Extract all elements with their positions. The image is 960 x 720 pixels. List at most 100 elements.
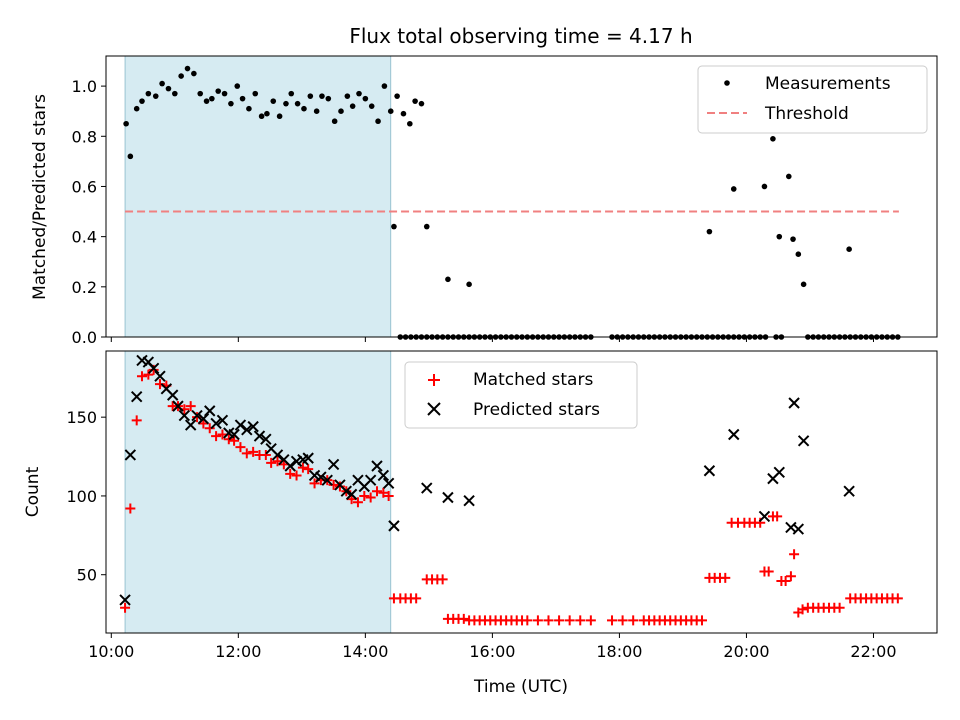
predicted-stars-point [792, 523, 805, 535]
predicted-stars-point [253, 430, 266, 442]
measurements-point [407, 120, 413, 127]
matched-stars-point [628, 615, 639, 626]
measurements-point [795, 251, 802, 258]
matched-stars-point [303, 464, 314, 475]
measurements-point [203, 98, 210, 104]
measurements-point [400, 110, 407, 117]
predicted-stars-point [147, 362, 160, 375]
predicted-stars-point [210, 417, 222, 430]
measurements-point [730, 186, 737, 192]
bottom-panel: 50 100 150 10:00 12:00 14:00 16:00 18:00 20:00 2… [23, 350, 938, 697]
measurements-point [228, 100, 234, 107]
matched-stars-point [892, 593, 903, 604]
matched-stars-point [125, 503, 136, 514]
measurements-point [368, 103, 375, 109]
measurements-point [239, 95, 246, 102]
matched-stars-point [272, 456, 283, 467]
matched-stars-point [328, 479, 339, 490]
predicted-stars-point [340, 485, 353, 497]
measurements-point [178, 73, 184, 79]
x-tick-label: 16:00 [469, 642, 515, 661]
y-tick-label: 0.4 [72, 228, 97, 247]
matched-stars-point [260, 449, 271, 460]
bottom-x-ticks: 10:00 12:00 14:00 16:00 18:00 20:00 22:00 [88, 633, 897, 661]
matched-stars-point [248, 446, 259, 457]
predicted-stars-point [773, 466, 785, 479]
predicted-stars-point [797, 435, 810, 447]
matched-stars-point [834, 602, 845, 613]
predicted-stars-point [364, 474, 377, 486]
bottom-y-ticks: 50 100 150 [66, 408, 106, 585]
predicted-stars-point [758, 510, 771, 523]
matched-stars-point [136, 371, 147, 382]
top-x-ticks [110, 337, 874, 342]
matched-stars-point [789, 549, 800, 560]
top-legend: Measurements Threshold [697, 65, 928, 134]
measurements-point [319, 93, 325, 99]
measurements-point [197, 90, 204, 97]
predicted-stars-point [315, 471, 327, 483]
matched-stars-point [383, 490, 394, 501]
top-axes-frame [105, 55, 938, 338]
x-tick-label: 22:00 [850, 642, 896, 661]
legend-matched-marker [428, 374, 440, 386]
predicted-stars-point [327, 458, 340, 471]
matched-stars-point [755, 517, 766, 528]
y-tick-label: 1.0 [72, 77, 97, 96]
measurements-point [846, 246, 852, 252]
matched-stars-point [797, 604, 808, 615]
matched-stars-point [309, 478, 320, 489]
predicted-stars-point [345, 488, 358, 501]
measurements-point [466, 281, 472, 288]
legend-measurements-label: Measurements [765, 74, 891, 94]
measurements-point [338, 108, 344, 114]
measurements-point [381, 83, 388, 89]
bottom-legend-box [404, 361, 638, 429]
matched-stars-point [763, 566, 774, 577]
predicted-stars-point [216, 414, 229, 427]
measurements-point [362, 95, 369, 102]
measurements-point [790, 236, 796, 242]
measurements-point [127, 153, 134, 160]
measurements-point [133, 105, 140, 112]
top-legend-box [697, 65, 928, 134]
measurements-point [221, 90, 228, 97]
predicted-stars-point [271, 449, 284, 461]
matched-stars-point [223, 434, 234, 445]
measurements-point [776, 233, 783, 240]
measurements-point [246, 105, 252, 112]
predicted-stars-point [197, 413, 210, 425]
y-tick-label: 100 [66, 487, 97, 506]
matched-stars-point [411, 593, 422, 604]
measurements-point [270, 98, 277, 104]
matched-stars-point [352, 497, 363, 508]
measurements-point [145, 90, 152, 97]
measurements-point [159, 80, 165, 87]
predicted-stars-point [843, 485, 855, 497]
matched-stars-point [720, 572, 731, 583]
measurements-point [344, 93, 351, 99]
measurements-point [276, 113, 283, 120]
matched-stars-point [185, 401, 196, 412]
y-tick-label: 0.0 [72, 328, 97, 347]
predicted-stars-point [421, 482, 433, 494]
legend-threshold-label: Threshold [764, 104, 849, 124]
measurements-point [418, 100, 425, 107]
matched-stars-point [154, 379, 165, 390]
measurements-point [191, 70, 197, 77]
y-tick-label: 0.2 [72, 278, 97, 297]
x-tick-label: 14:00 [342, 642, 388, 661]
matched-stars-point [241, 448, 252, 459]
predicted-stars-point [284, 460, 296, 472]
measurements-point [770, 135, 776, 142]
matched-stars-point [378, 487, 389, 498]
matched-stars-point [204, 423, 215, 434]
matched-stars-point [522, 615, 533, 626]
measurements-point [785, 173, 792, 180]
predicted-stars-point [204, 405, 216, 417]
predicted-stars-point [241, 424, 253, 436]
measurements-point [423, 223, 430, 230]
matched-stars-point [554, 615, 565, 626]
matched-stars-point [564, 615, 575, 626]
predicted-stars-point [130, 390, 143, 403]
